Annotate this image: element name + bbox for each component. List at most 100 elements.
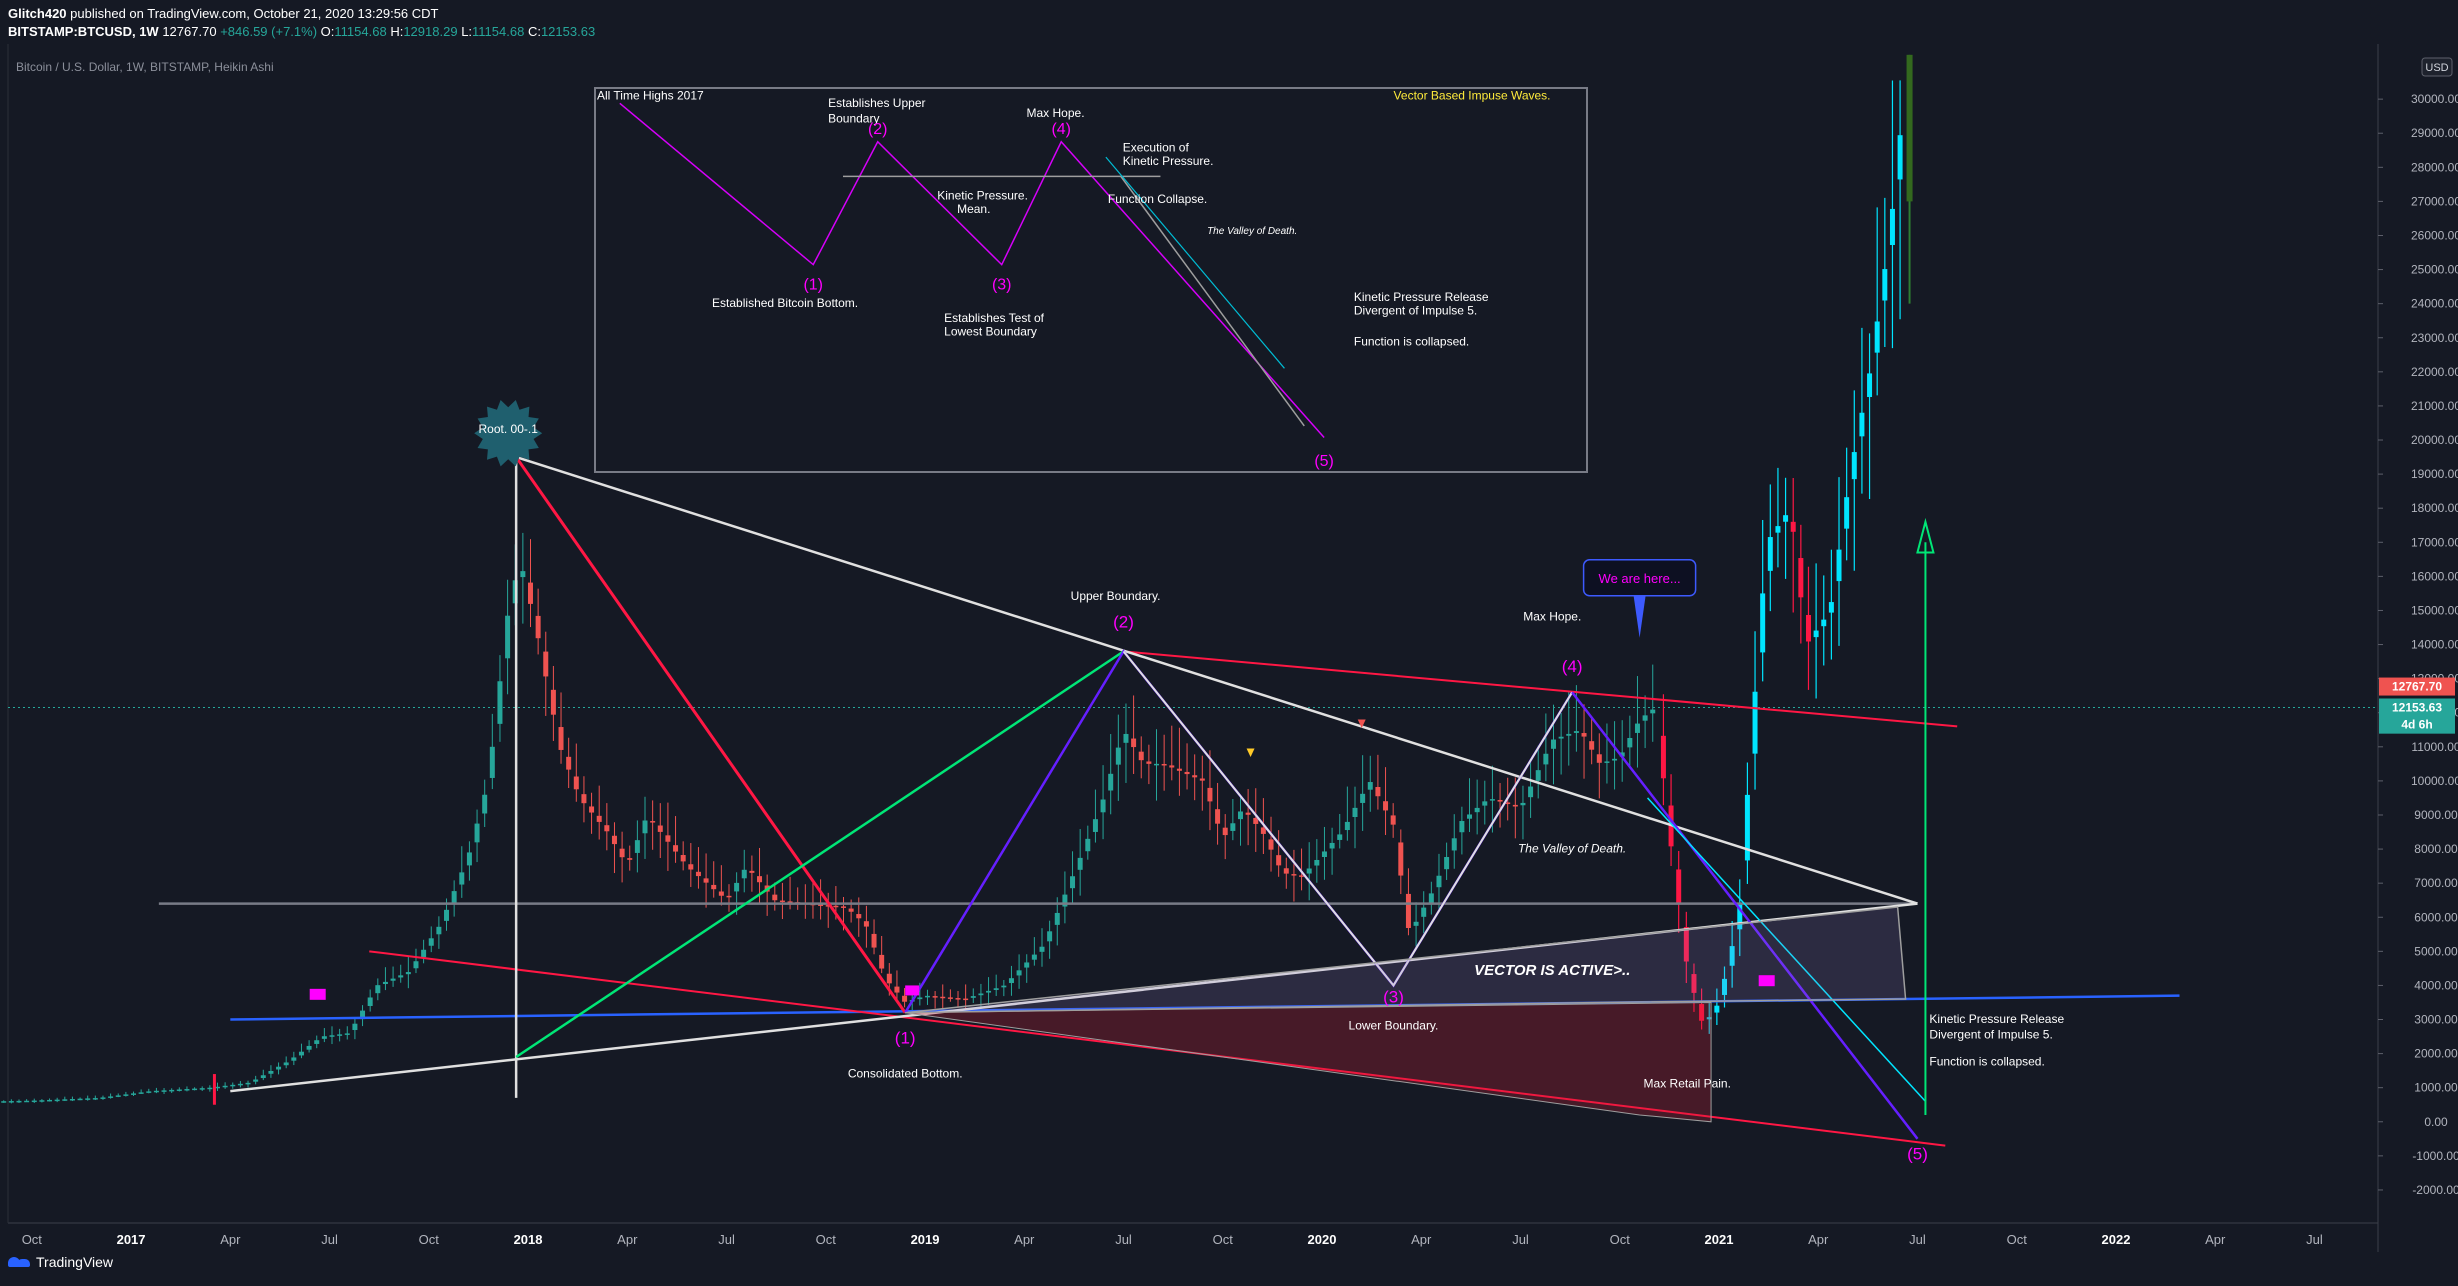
candle-body (848, 908, 854, 912)
price-badge-label: 12153.63 (2392, 700, 2442, 714)
candle-body (31, 1100, 37, 1103)
publisher-name[interactable]: Glitch420 (8, 6, 67, 21)
last-price: 12767.70 (162, 24, 217, 39)
projected-candle-body (1851, 452, 1857, 480)
candle-body (1, 1101, 7, 1103)
candle-body (863, 921, 869, 927)
candle-body (1482, 801, 1488, 806)
root-to-bottom-line (514, 456, 907, 1014)
candle-body (276, 1066, 282, 1070)
candle-body (146, 1091, 152, 1093)
price-tick-label: 24000.00 (2411, 297, 2458, 311)
candle-body (1184, 771, 1190, 775)
time-tick-label: Apr (2205, 1232, 2226, 1247)
candle-body (1100, 799, 1106, 813)
high-label: H: (390, 24, 404, 39)
candle-body (390, 978, 396, 981)
candle-body (444, 909, 450, 921)
projected-candle-body (1683, 927, 1689, 962)
candle-body (1062, 894, 1068, 907)
inset-label: Establishes Upper (828, 96, 925, 110)
candle-body (1108, 773, 1114, 791)
inset-label: Execution of (1123, 140, 1190, 154)
inset-label: Boundary (828, 112, 879, 126)
candle-body (879, 954, 885, 969)
time-tick-label: Apr (1014, 1232, 1035, 1247)
candle-body (818, 904, 824, 906)
wave-count-label: (5) (1907, 1144, 1928, 1163)
candle-body (657, 825, 663, 832)
candle-body (1161, 763, 1167, 766)
close-value: 12153.63 (540, 24, 596, 39)
price-badge (2379, 715, 2455, 734)
candle-body (1459, 821, 1465, 833)
candle-body (184, 1089, 190, 1091)
candle-body (1497, 799, 1503, 802)
price-tick-label: 1000.00 (2414, 1081, 2458, 1095)
candle-body (1528, 786, 1534, 798)
time-tick-label: Oct (816, 1232, 837, 1247)
candle-body (482, 794, 488, 814)
price-tick-label: 23000.00 (2411, 331, 2458, 345)
candle-body (1451, 838, 1457, 851)
candle-body (505, 615, 511, 659)
projected-candle-body (1805, 615, 1811, 642)
candle-body (253, 1079, 259, 1082)
inset-label: Kinetic Pressure. (1123, 154, 1214, 168)
time-tick-label: Apr (617, 1232, 638, 1247)
candle-body (642, 820, 648, 834)
candle-body (1314, 859, 1320, 866)
price-tick-label: 17000.00 (2411, 535, 2458, 549)
inset-frame (594, 87, 1588, 473)
candle-body (1360, 793, 1366, 803)
white-upper-trendline (515, 455, 1918, 905)
time-tick-label: Jul (1512, 1232, 1529, 1247)
candle-body (474, 823, 480, 843)
candle-body (1512, 804, 1518, 807)
candle-body (92, 1098, 98, 1100)
candle-body (1283, 868, 1289, 874)
candle-body (54, 1099, 60, 1102)
candle-body (1024, 962, 1030, 968)
projected-candle-body (1744, 794, 1750, 861)
candle-body (711, 884, 717, 890)
price-badge-label: 12767.70 (2392, 680, 2442, 694)
lower-red-trendline (369, 950, 1946, 1147)
projected-candle-body (1729, 946, 1735, 966)
price-tick-label: 0.00 (2424, 1115, 2448, 1129)
price-tick-label: 4000.00 (2414, 978, 2458, 992)
candle-body (902, 995, 908, 1002)
candle-body (1146, 761, 1152, 764)
candle-body (757, 876, 763, 883)
chart-annotation: The Valley of Death. (1518, 841, 1626, 855)
price-tick-label: 18000.00 (2411, 501, 2458, 515)
time-tick-label: Jul (2306, 1232, 2323, 1247)
candle-body (1505, 802, 1511, 805)
wave-count-label: (3) (1383, 987, 1404, 1006)
candle-body (1543, 753, 1549, 765)
candle-body (680, 855, 686, 862)
time-tick-label: Oct (2007, 1232, 2028, 1247)
candle-body (1352, 807, 1358, 817)
candle-body (1306, 868, 1312, 874)
tradingview-brand[interactable]: TradingView (8, 1254, 113, 1270)
candle-body (459, 872, 465, 885)
candle-body (1016, 970, 1022, 976)
candle-body (718, 891, 724, 896)
projected-candle-body (1821, 619, 1827, 627)
candle-body (1138, 751, 1144, 761)
ohlc-line: BITSTAMP:BTCUSD, 1W 12767.70 +846.59 (+7… (8, 24, 595, 39)
candle-body (1039, 946, 1045, 952)
projected-candle-body (1714, 1005, 1720, 1013)
price-tick-label: 3000.00 (2414, 1013, 2458, 1027)
candle-body (1230, 823, 1236, 831)
price-tick-label: 28000.00 (2411, 160, 2458, 174)
candle-body (436, 926, 442, 935)
chart-annotation: Divergent of Impulse 5. (1929, 1027, 2052, 1041)
candle-body (138, 1092, 144, 1094)
candle-body (1176, 768, 1182, 771)
candle-body (978, 993, 984, 996)
candle-body (69, 1099, 75, 1101)
candle-body (291, 1057, 297, 1061)
